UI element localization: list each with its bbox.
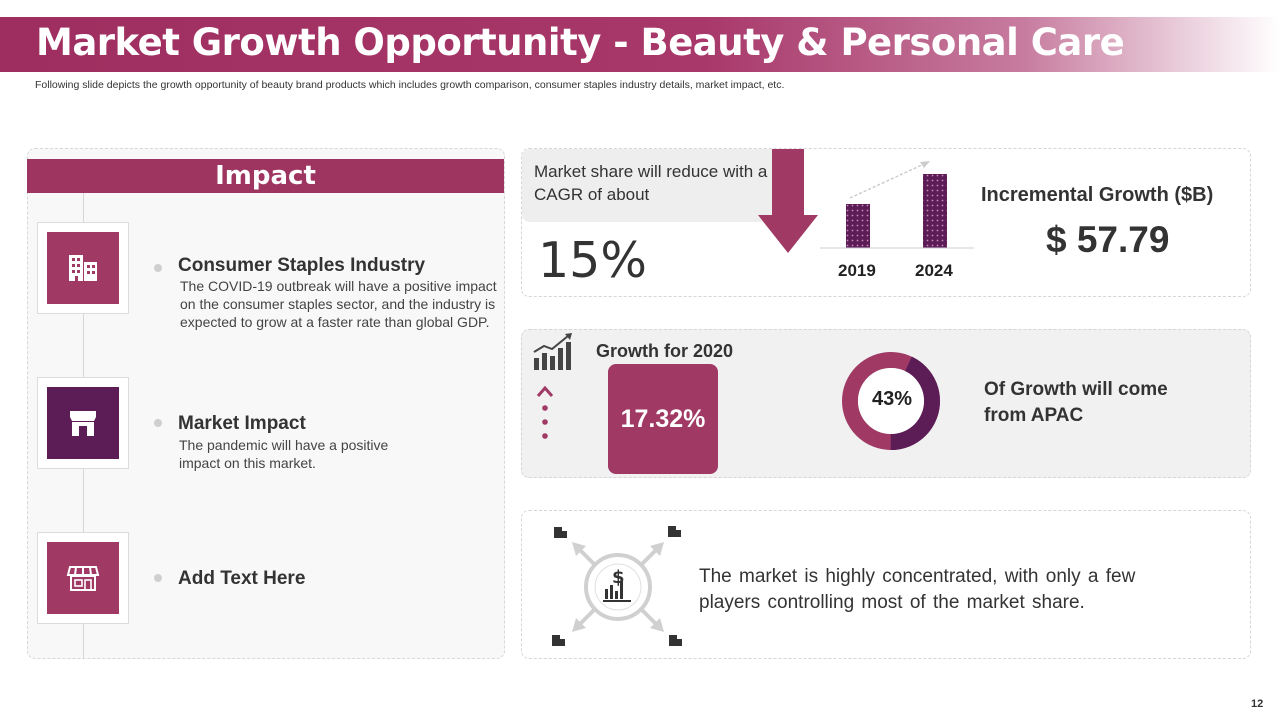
- apac-percent: 43%: [871, 388, 913, 410]
- year-2019: 2019: [838, 261, 876, 280]
- bar-chart-icon: [820, 161, 974, 249]
- page-number: 12: [1251, 698, 1264, 710]
- incremental-growth-label: Incremental Growth ($B): [981, 184, 1214, 206]
- storefront-icon: [47, 387, 119, 459]
- item-desc-consumer-staples: The COVID-19 outbreak will have a positi…: [180, 278, 497, 330]
- cagr-value: 15%: [538, 232, 647, 289]
- item-title-consumer-staples: Consumer Staples Industry: [178, 255, 426, 276]
- title-bar: Market Growth Opportunity - Beauty & Per…: [0, 17, 1280, 72]
- market-concentration-icon: $: [552, 526, 682, 646]
- item-desc-market-impact: The pandemic will have a positive impact…: [179, 437, 389, 471]
- office-buildings-icon: [47, 232, 119, 304]
- growth-2020-label: Growth for 2020: [596, 341, 734, 361]
- impact-heading: Impact: [27, 159, 504, 193]
- bar-2019: [846, 204, 870, 248]
- timeline-dot: [154, 264, 162, 272]
- cagr-text: Market share will reduce with a CAGR of …: [522, 149, 777, 222]
- down-arrow-icon: [758, 149, 818, 253]
- page-subtitle: Following slide depicts the growth oppor…: [35, 79, 785, 91]
- growth-2020-value: 17.32%: [608, 364, 718, 474]
- shop-awning-icon: [47, 542, 119, 614]
- page-title: Market Growth Opportunity - Beauty & Per…: [36, 21, 1125, 64]
- growth-chart-icon: [533, 333, 572, 370]
- timeline-dot: [154, 574, 162, 582]
- market-card: [521, 510, 1251, 659]
- bar-2024: [923, 174, 947, 248]
- incremental-growth-value: $ 57.79: [1046, 219, 1170, 260]
- apac-donut-chart: [842, 352, 940, 451]
- apac-growth-text: Of Growth will come from APAC: [984, 379, 1168, 426]
- year-2024: 2024: [915, 261, 953, 280]
- up-chevron-icon: [536, 385, 554, 439]
- item-title-add-text: Add Text Here: [178, 568, 306, 589]
- timeline-dot: [154, 419, 162, 427]
- market-concentration-text: The market is highly concentrated, with …: [699, 566, 1136, 613]
- item-title-market-impact: Market Impact: [178, 413, 306, 434]
- donut-apac-share: [842, 352, 940, 451]
